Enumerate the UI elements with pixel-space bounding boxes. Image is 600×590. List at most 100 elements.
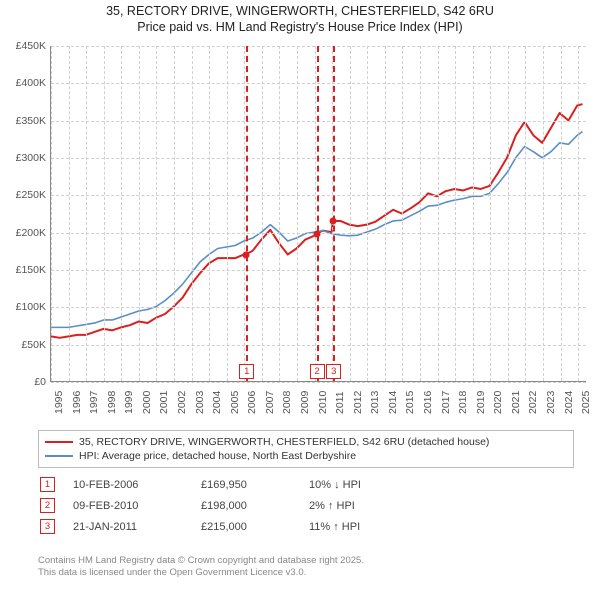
x-tick-label: 2017 [440,391,452,414]
footer-line-2: This data is licensed under the Open Gov… [38,567,364,579]
legend-row: 35, RECTORY DRIVE, WINGERWORTH, CHESTERF… [45,435,567,449]
x-tick-label: 2021 [510,391,522,414]
x-tick-label: 1999 [123,391,135,414]
gridline-v [51,46,52,381]
marker-line [246,46,248,381]
transaction-date: 21-JAN-2011 [73,521,183,533]
gridline-v [297,46,298,381]
marker-badge: 3 [326,364,341,379]
legend-swatch [45,455,73,457]
x-tick-label: 2024 [563,391,575,414]
sale-point [313,231,320,238]
gridline-v [174,46,175,381]
transaction-price: £215,000 [201,521,291,533]
x-tick-label: 2013 [369,391,381,414]
footer-line-1: Contains HM Land Registry data © Crown c… [38,555,364,567]
gridline-v [578,46,579,381]
gridline-v [121,46,122,381]
x-tick-label: 2011 [334,391,346,414]
gridline-v [209,46,210,381]
transaction-row: 321-JAN-2011£215,00011% ↑ HPI [38,516,574,537]
chart-area: £0£50K£100K£150K£200K£250K£300K£350K£400… [8,42,592,422]
transaction-date: 09-FEB-2010 [73,500,183,512]
x-tick-label: 2025 [580,391,592,414]
x-tick-label: 1998 [106,391,118,414]
gridline-v [420,46,421,381]
gridline-v [279,46,280,381]
legend-row: HPI: Average price, detached house, Nort… [45,449,567,463]
transaction-price: £169,950 [201,479,291,491]
transactions-table: 110-FEB-2006£169,95010% ↓ HPI209-FEB-201… [38,474,574,537]
gridline-v [262,46,263,381]
x-tick-label: 1996 [71,391,83,414]
marker-badge: 2 [310,364,325,379]
x-tick-label: 2004 [211,391,223,414]
gridline-v [525,46,526,381]
legend: 35, RECTORY DRIVE, WINGERWORTH, CHESTERF… [38,430,574,468]
x-tick-label: 2002 [176,391,188,414]
x-tick-label: 2018 [457,391,469,414]
marker-line [317,46,319,381]
transaction-delta: 2% ↑ HPI [309,500,419,512]
x-tick-label: 2023 [545,391,557,414]
sale-point [243,252,250,259]
x-tick-label: 2006 [246,391,258,414]
x-tick-label: 2003 [194,391,206,414]
title-line-2: Price paid vs. HM Land Registry's House … [0,20,600,36]
transaction-badge: 3 [40,519,55,534]
y-tick-label: £250K [8,189,46,201]
y-tick-label: £350K [8,115,46,127]
x-tick-label: 2020 [492,391,504,414]
gridline-v [473,46,474,381]
y-tick-label: £200K [8,227,46,239]
gridline-v [385,46,386,381]
gridline-v [104,46,105,381]
x-tick-label: 2012 [352,391,364,414]
transaction-row: 110-FEB-2006£169,95010% ↓ HPI [38,474,574,495]
transaction-badge: 2 [40,498,55,513]
gridline-v [86,46,87,381]
y-tick-label: £300K [8,152,46,164]
transaction-delta: 10% ↓ HPI [309,479,419,491]
x-tick-label: 2009 [299,391,311,414]
y-tick-label: £150K [8,264,46,276]
legend-swatch [45,441,73,443]
x-tick-label: 2010 [317,391,329,414]
legend-label: 35, RECTORY DRIVE, WINGERWORTH, CHESTERF… [79,436,489,448]
gridline-v [561,46,562,381]
gridline-v [315,46,316,381]
title-block: 35, RECTORY DRIVE, WINGERWORTH, CHESTERF… [0,0,600,35]
gridline-v [490,46,491,381]
x-tick-label: 1997 [88,391,100,414]
gridline-v [139,46,140,381]
x-tick-label: 2015 [404,391,416,414]
footer: Contains HM Land Registry data © Crown c… [38,555,364,580]
gridline-v [402,46,403,381]
x-tick-label: 2001 [158,391,170,414]
gridline-v [367,46,368,381]
x-tick-label: 2014 [387,391,399,414]
gridline-v [508,46,509,381]
x-tick-label: 2008 [281,391,293,414]
transaction-price: £198,000 [201,500,291,512]
x-tick-label: 2005 [229,391,241,414]
gridline-v [244,46,245,381]
sale-point [330,218,337,225]
y-tick-label: £450K [8,40,46,52]
x-tick-label: 2007 [264,391,276,414]
x-tick-label: 1995 [53,391,65,414]
transaction-date: 10-FEB-2006 [73,479,183,491]
y-tick-label: £0 [8,376,46,388]
plot-area: 1 23 [50,46,586,382]
transaction-row: 2 09-FEB-2010 £198,000 2% ↑ HPI [38,495,574,516]
legend-label: HPI: Average price, detached house, Nort… [79,450,356,462]
gridline-v [156,46,157,381]
gridline-v [227,46,228,381]
gridline-v [438,46,439,381]
y-tick-label: £400K [8,77,46,89]
title-line-1: 35, RECTORY DRIVE, WINGERWORTH, CHESTERF… [0,4,600,20]
marker-line [333,46,335,381]
y-tick-label: £50K [8,339,46,351]
x-tick-label: 2016 [422,391,434,414]
marker-badge: 1 [239,364,254,379]
